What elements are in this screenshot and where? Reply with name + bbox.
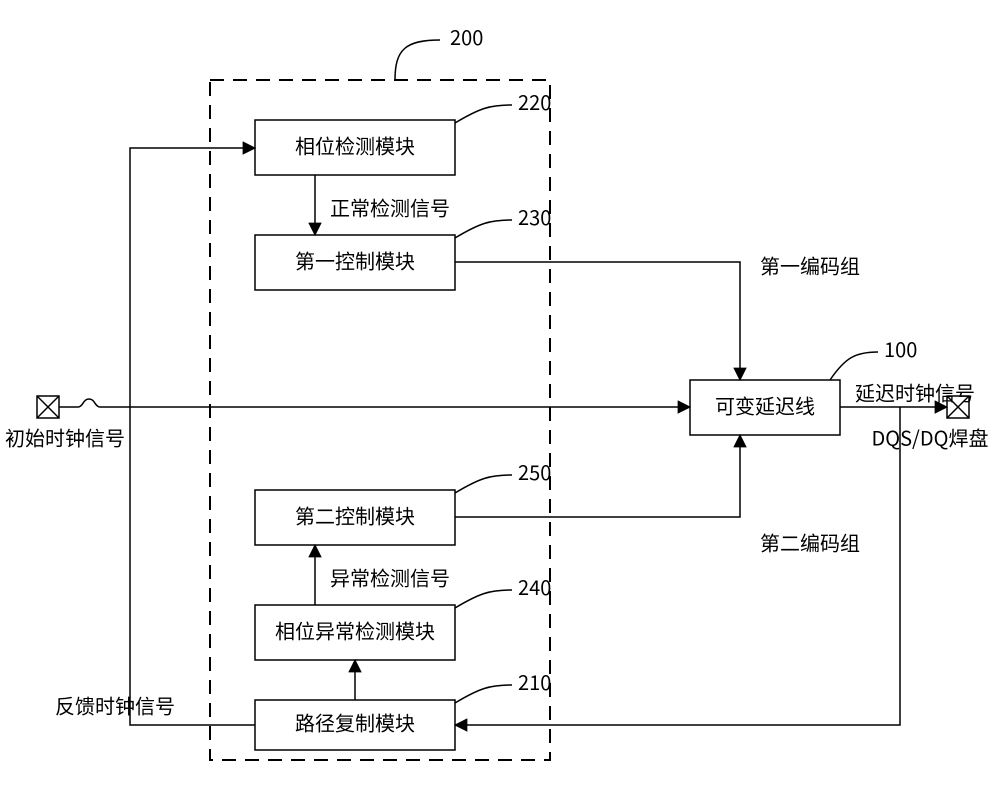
dqs-pad-label: DQS/DQ焊盘 <box>872 422 989 451</box>
phase-detect-label: 相位检测模块 <box>295 130 415 159</box>
abn-detect-label: 异常检测信号 <box>330 562 450 591</box>
ref-220: 220 <box>518 87 551 116</box>
var-delay-line-label: 可变延迟线 <box>715 390 815 419</box>
feedback-clk-label: 反馈时钟信号 <box>55 690 175 719</box>
ref-240: 240 <box>518 572 551 601</box>
ref-100: 100 <box>884 334 917 363</box>
phase-abn-label: 相位异常检测模块 <box>275 615 435 644</box>
delayed-clk-label: 延迟时钟信号 <box>855 377 975 406</box>
init-clk-label: 初始时钟信号 <box>5 422 125 451</box>
second-code-label: 第二编码组 <box>760 527 860 556</box>
first-code-label: 第一编码组 <box>760 250 860 279</box>
leader-230 <box>455 220 512 238</box>
leader-240 <box>455 590 512 608</box>
ref-250: 250 <box>518 457 551 486</box>
leader-100 <box>830 352 878 380</box>
wire-init-to-phase-detect <box>130 148 255 407</box>
ref-200: 200 <box>450 22 483 51</box>
init-clk-pad <box>37 396 59 418</box>
ref-210: 210 <box>518 667 551 696</box>
path-replica-label: 路径复制模块 <box>295 707 415 736</box>
first-ctrl-label: 第一控制模块 <box>295 245 415 274</box>
leader-220 <box>455 105 512 123</box>
wire-feedback-return <box>130 407 255 725</box>
leader-250 <box>455 475 512 493</box>
ref-230: 230 <box>518 202 551 231</box>
leader-200 <box>395 40 440 80</box>
wire-init-bump <box>59 399 100 407</box>
normal-detect-label: 正常检测信号 <box>330 192 450 221</box>
leader-210 <box>455 685 512 703</box>
wire-first-to-vdl <box>455 262 740 380</box>
second-ctrl-label: 第二控制模块 <box>295 500 415 529</box>
